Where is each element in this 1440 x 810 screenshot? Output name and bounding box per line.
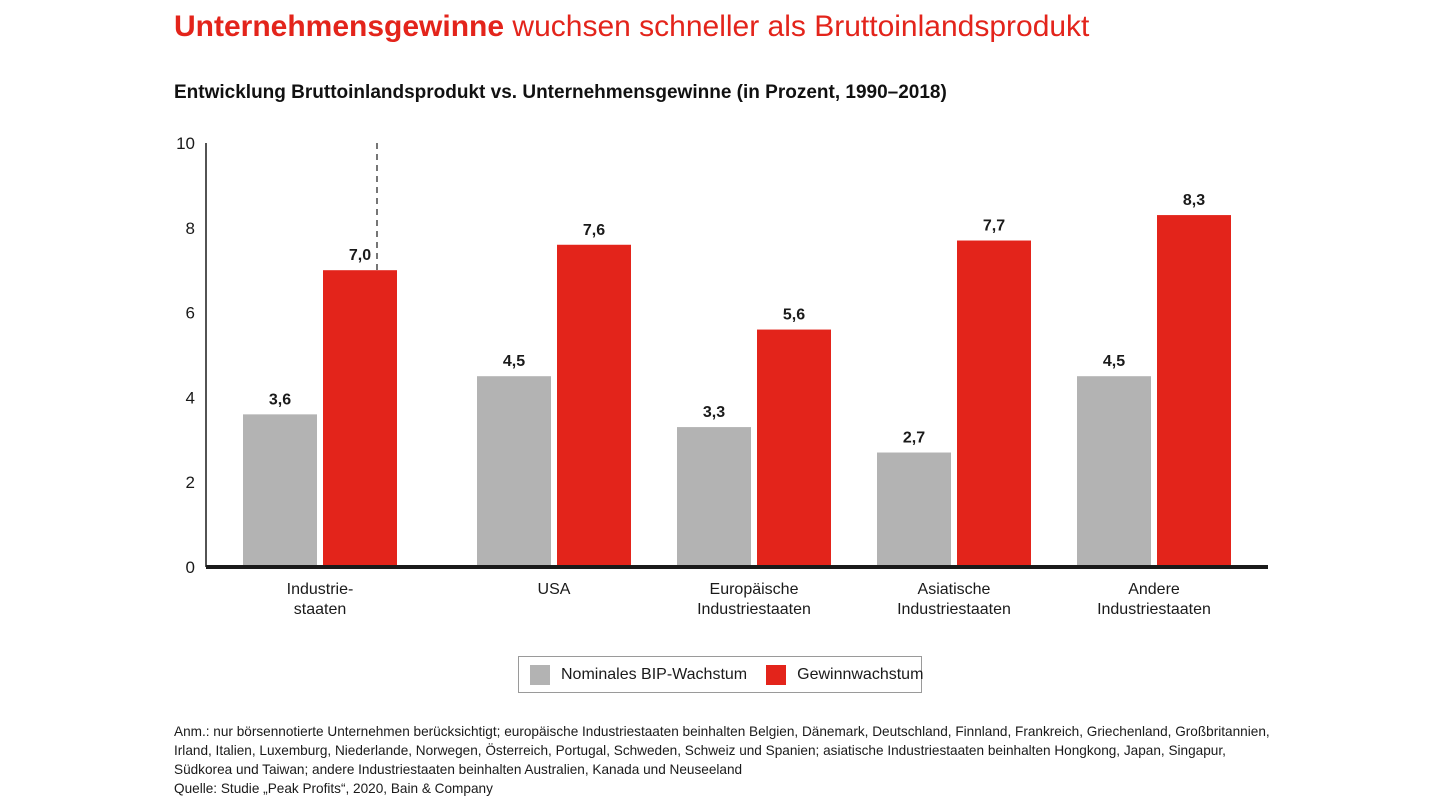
legend-label-profit: Gewinnwachstum <box>797 665 924 683</box>
footnote: Anm.: nur börsennotierte Unternehmen ber… <box>174 722 1274 798</box>
bar-profit-growth <box>557 244 631 567</box>
headline-bold: Unternehmensgewinne <box>174 10 505 43</box>
legend-item-gdp: Nominales BIP-Wachstum <box>530 664 748 685</box>
bar-profit-growth <box>957 240 1031 567</box>
bar-gdp-growth <box>243 414 317 567</box>
y-tick-label: 2 <box>186 473 195 492</box>
bar-gdp-growth <box>1077 376 1151 567</box>
footnote-note: Anm.: nur börsennotierte Unternehmen ber… <box>174 724 1270 777</box>
data-label-profit: 5,6 <box>783 307 805 324</box>
bar-gdp-growth <box>677 427 751 567</box>
data-label-gdp: 3,6 <box>269 391 291 408</box>
legend-swatch-profit <box>766 664 787 685</box>
legend-swatch-gdp <box>530 664 550 685</box>
legend-item-profit: Gewinnwachstum <box>766 664 924 685</box>
y-tick-label: 10 <box>176 134 195 153</box>
chart-subtitle: Entwicklung Bruttoinlandsprodukt vs. Unt… <box>174 82 947 103</box>
bar-profit-growth <box>323 270 397 567</box>
bar-gdp-growth <box>477 376 551 567</box>
bar-gdp-growth <box>877 452 951 567</box>
legend-label-gdp: Nominales BIP-Wachstum <box>561 665 748 683</box>
x-category-label: Industrie-staaten <box>287 581 354 618</box>
x-category-label: USA <box>538 581 571 598</box>
headline-rest: wuchsen schneller als Bruttoinlandsprodu… <box>512 10 1090 43</box>
data-label-profit: 8,3 <box>1183 192 1205 209</box>
x-category-label: Asiatische Industriestaaten <box>897 581 1011 618</box>
headline: Unternehmensgewinne wuchsen schneller al… <box>174 10 1089 44</box>
data-label-gdp: 4,5 <box>1103 353 1125 370</box>
data-label-profit: 7,6 <box>583 222 605 239</box>
data-label-gdp: 4,5 <box>503 353 525 370</box>
x-category-label: Andere Industriestaaten <box>1097 581 1211 618</box>
bar-profit-growth <box>757 329 831 567</box>
y-tick-label: 4 <box>186 388 195 407</box>
data-label-gdp: 2,7 <box>903 430 925 447</box>
y-tick-label: 6 <box>186 304 195 323</box>
bar-profit-growth <box>1157 215 1231 567</box>
y-tick-label: 0 <box>186 558 195 577</box>
footnote-source: Quelle: Studie „Peak Profits“, 2020, Bai… <box>174 781 493 796</box>
y-tick-label: 8 <box>186 219 195 238</box>
data-label-profit: 7,0 <box>349 247 371 264</box>
x-category-label: Europäische Industriestaaten <box>697 581 811 618</box>
data-label-profit: 7,7 <box>983 218 1005 235</box>
chart-legend: Nominales BIP-Wachstum Gewinnwachstum <box>518 656 924 693</box>
data-label-gdp: 3,3 <box>703 404 725 421</box>
